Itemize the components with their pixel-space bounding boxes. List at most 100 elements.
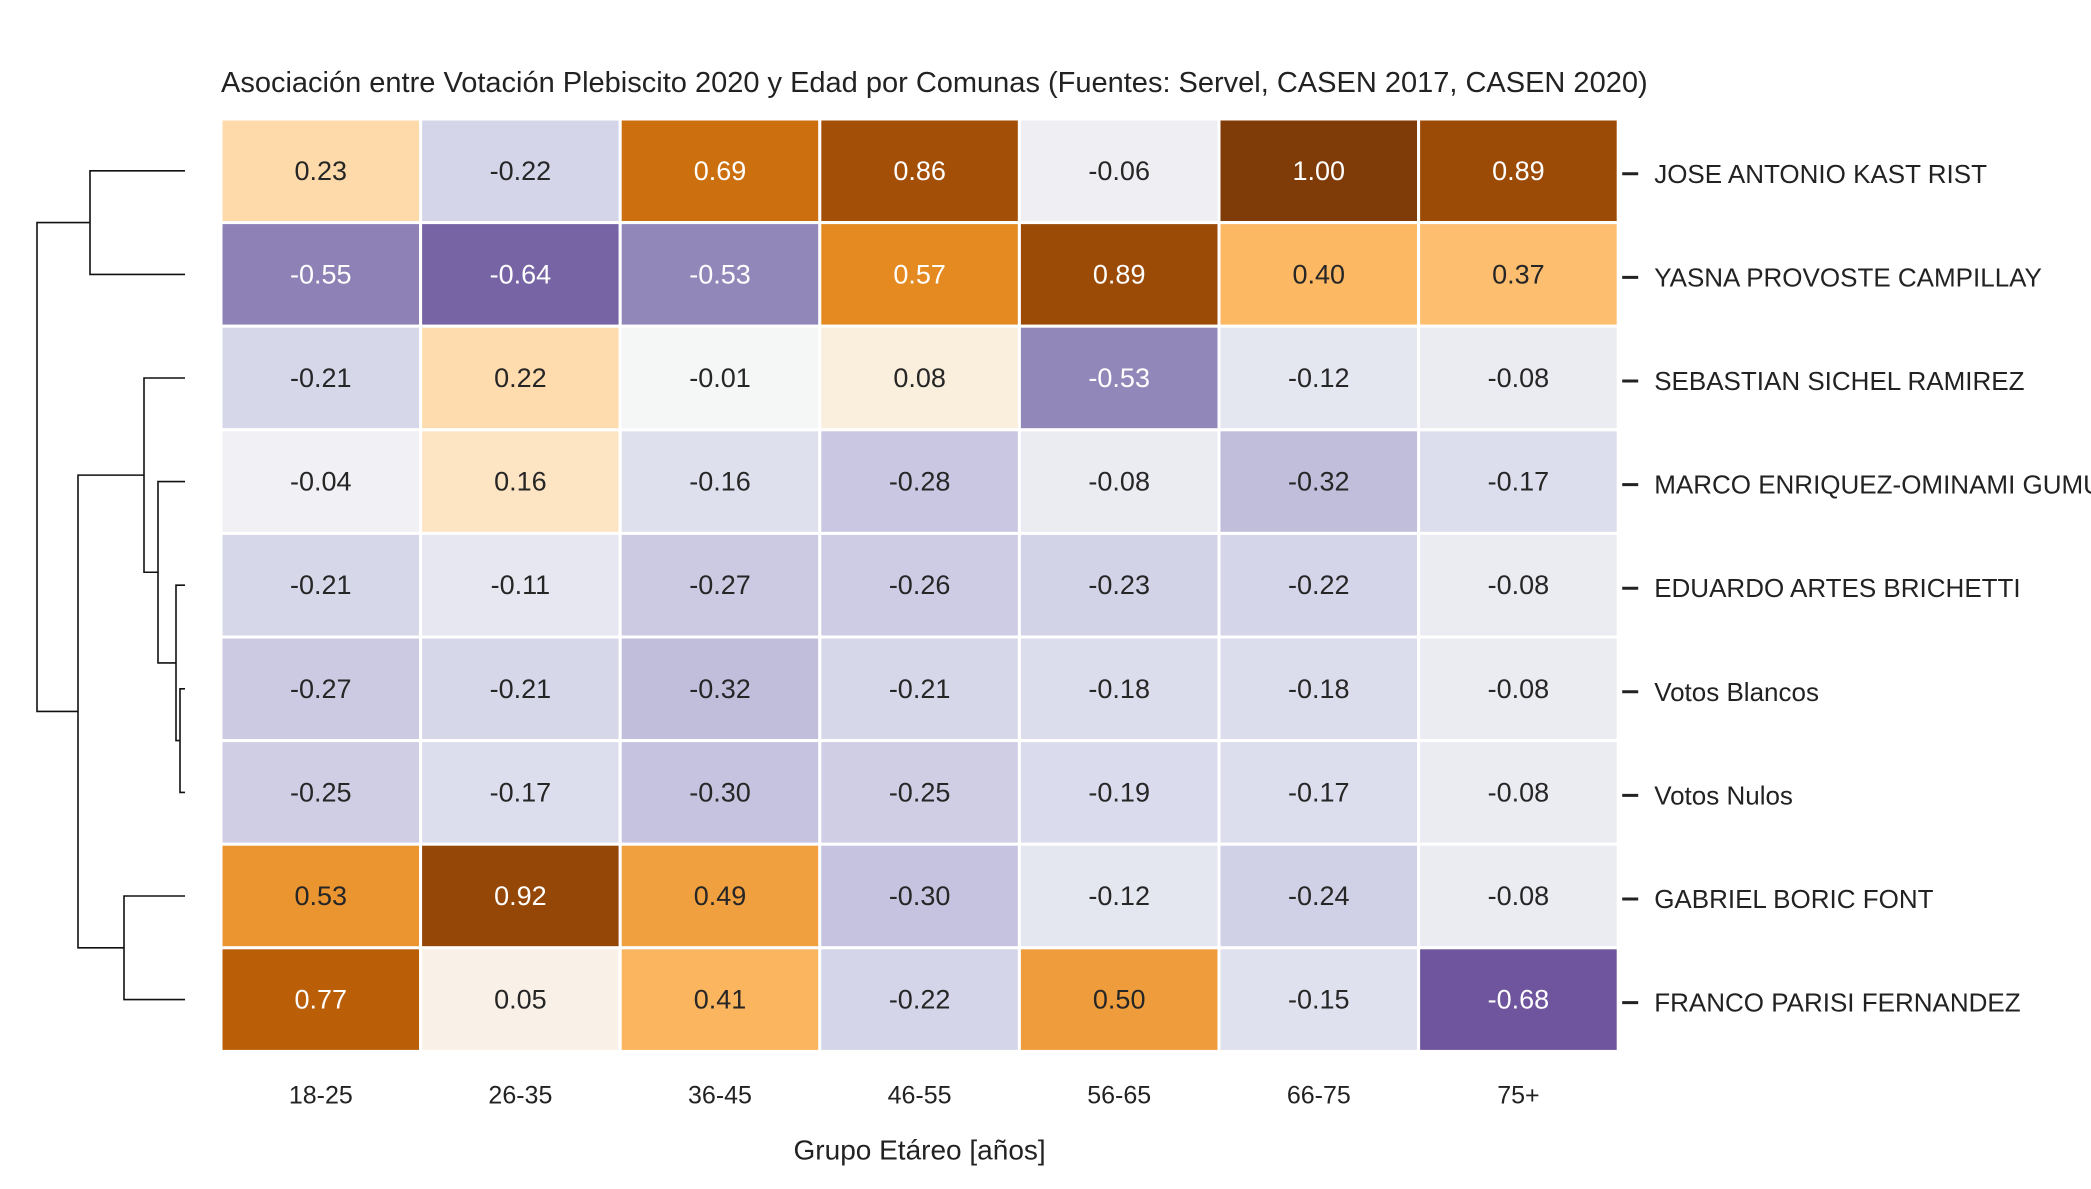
row-label: FRANCO PARISI FERNANDEZ [1654,988,2021,1018]
cell-value-label: -0.12 [1088,881,1150,911]
cell-value-label: -0.68 [1488,985,1550,1015]
column-tick-label: 36-45 [688,1081,752,1109]
cell-value-label: -0.53 [1088,363,1150,393]
column-tick-label: 18-25 [289,1081,353,1109]
heatmap-cell [1417,635,1620,743]
heatmap-cell [219,531,423,639]
cell-value-label: 0.89 [1093,259,1146,289]
cell-value-label: -0.21 [889,674,951,704]
cell-value-label: 0.69 [694,156,747,186]
row-dendrogram [36,170,185,1001]
cell-value-label: 0.05 [494,985,547,1015]
cell-value-label: -0.01 [689,363,751,393]
heatmap-cell [1417,221,1620,328]
cell-value-label: -0.27 [290,674,352,704]
cell-value-label: 0.92 [494,881,547,911]
cell-value-label: -0.17 [490,777,552,807]
column-tick-label: 46-55 [888,1081,952,1109]
cell-value-label: -0.23 [1088,570,1150,600]
cell-value-label: 0.50 [1093,985,1146,1015]
row-label: GABRIEL BORIC FONT [1654,884,1933,914]
heatmap-cell [618,842,822,950]
heatmap-cell [1417,428,1620,535]
cell-value-label: -0.11 [491,570,551,600]
cell-value-label: -0.53 [689,259,751,289]
cell-value-label: -0.06 [1088,156,1150,186]
heatmap-cell [818,221,1021,328]
cell-value-label: -0.18 [1088,674,1150,704]
cell-value-label: -0.04 [290,467,352,497]
cell-value-label: 0.22 [494,363,547,393]
cell-value-label: -0.25 [290,777,352,807]
heatmap-cell [419,635,622,743]
cell-value-label: 0.86 [893,156,946,186]
cell-value-label: -0.25 [889,777,951,807]
cell-value-label: 0.23 [295,156,348,186]
heatmap-cell [1017,428,1221,535]
cell-value-label: -0.32 [1288,467,1350,497]
cell-value-label: 0.40 [1293,259,1346,289]
heatmap-cell [818,324,1021,432]
dendrogram-link [123,895,185,1001]
cell-value-label: 0.89 [1492,156,1545,186]
heatmap-cell [818,842,1021,950]
cell-value-label: -0.30 [889,881,951,911]
cell-value-label: -0.26 [889,570,951,600]
heatmap-cell [419,946,622,1053]
cell-value-label: 0.49 [694,881,747,911]
heatmap-cell [1417,842,1620,950]
heatmap-cell [1217,739,1421,846]
heatmap-cell [219,635,423,743]
cell-value-label: -0.22 [889,985,951,1015]
cell-value-label: -0.16 [689,467,751,497]
heatmap-cell [1217,117,1421,225]
row-label: MARCO ENRIQUEZ-OMINAMI GUMUCIO [1654,470,2091,500]
cell-value-label: -0.08 [1488,570,1550,600]
heatmap-cell [1217,531,1421,639]
cell-value-label: -0.22 [490,156,552,186]
cell-value-label: -0.08 [1488,363,1550,393]
cell-value-label: -0.15 [1288,985,1350,1015]
heatmap-cell [618,946,822,1053]
cell-value-label: -0.21 [490,674,552,704]
dendrogram-link [36,221,90,713]
row-label: Votos Nulos [1654,780,1793,810]
cell-value-label: -0.21 [290,570,352,600]
dendrogram-link [77,474,144,949]
row-label: JOSE ANTONIO KAST RIST [1654,159,1987,189]
column-tick-label: 26-35 [488,1081,552,1109]
heatmap-cell [219,946,423,1053]
cell-value-label: -0.32 [689,674,751,704]
heatmap-cell [419,842,622,950]
cell-value-label: 0.77 [295,985,348,1015]
dendrogram-link [179,688,185,794]
dendrogram-link [157,480,185,664]
heatmap-cell [1217,221,1421,328]
column-tick-label: 56-65 [1087,1081,1151,1109]
heatmap-cell [1017,324,1221,432]
heatmap-cell [219,324,423,432]
dendrogram-link [89,170,185,276]
heatmap-cell [818,946,1021,1053]
heatmap-cell [1217,428,1421,535]
heatmap-cell [618,531,822,639]
x-axis-label: Grupo Etáreo [años] [794,1134,1046,1165]
cell-value-label: 0.37 [1492,259,1545,289]
cell-value-label: -0.27 [689,570,751,600]
cell-value-label: -0.08 [1488,674,1550,704]
column-tick-label: 66-75 [1287,1081,1351,1109]
heatmap-cell [1417,946,1620,1053]
cell-value-label: -0.17 [1288,777,1350,807]
heatmap-cell [818,531,1021,639]
cell-value-label: 1.00 [1293,156,1346,186]
heatmap-cells: 0.23 -0.22 0.69 0.86 -0.06 1.00 0.89 -0.55 -0.64… [219,117,1620,1053]
cell-value-label: -0.21 [290,363,352,393]
heatmap-cell [618,221,822,328]
column-tick-label: 75+ [1497,1081,1539,1109]
cell-value-label: -0.12 [1288,363,1350,393]
cell-value-label: 0.16 [494,467,547,497]
cell-value-label: -0.17 [1488,467,1550,497]
heatmap-cell [1217,946,1421,1053]
row-label: Votos Blancos [1654,677,1819,707]
